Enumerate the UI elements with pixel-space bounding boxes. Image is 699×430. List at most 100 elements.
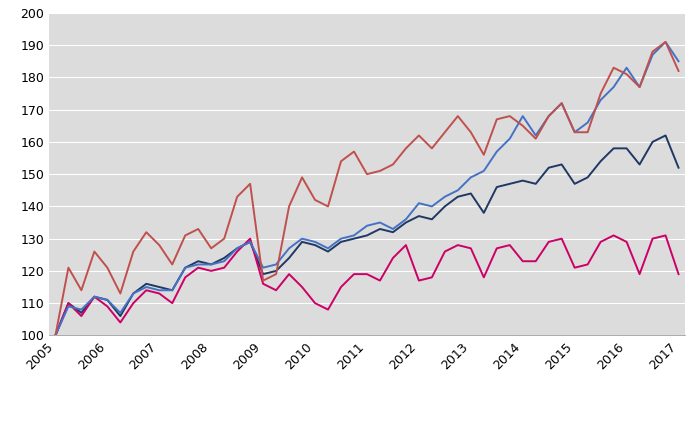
Övrigt [311,197,319,203]
Privat sektor, varav [428,217,436,222]
Tjänster [298,236,306,241]
Tjänster [584,120,592,125]
Privat sektor, varav [129,291,138,296]
Tjänster [272,262,280,267]
Övrigt [324,204,332,209]
Privat sektor, varav [233,246,241,251]
Privat sektor, varav [142,281,150,286]
Tjänster [428,204,436,209]
Privat sektor, varav [596,159,605,164]
Övrigt [298,175,306,180]
Övrigt [259,278,267,283]
Tjänster [363,223,371,228]
Tjänster [649,52,657,57]
Övrigt [77,288,85,293]
Övrigt [570,129,579,135]
Övrigt [454,114,462,119]
Industri [64,301,73,306]
Övrigt [505,114,514,119]
Privat sektor, varav [531,181,540,187]
Tjänster [194,262,203,267]
Industri [622,239,630,244]
Tjänster [220,258,229,264]
Privat sektor, varav [246,239,254,244]
Övrigt [90,249,99,254]
Övrigt [661,39,670,44]
Privat sektor, varav [194,258,203,264]
Tjänster [635,84,644,89]
Övrigt [675,68,683,74]
Övrigt [376,168,384,173]
Övrigt [467,129,475,135]
Övrigt [584,129,592,135]
Tjänster [440,194,449,200]
Industri [298,285,306,290]
Privat sektor, varav [155,285,164,290]
Industri [220,265,229,270]
Tjänster [622,65,630,70]
Industri [389,255,397,261]
Industri [155,291,164,296]
Industri [428,275,436,280]
Privat sektor, varav [376,226,384,231]
Tjänster [337,236,345,241]
Industri [635,272,644,277]
Övrigt [142,230,150,235]
Privat sektor, varav [558,162,566,167]
Privat sektor, varav [350,236,358,241]
Övrigt [129,249,138,254]
Industri [116,320,124,325]
Övrigt [622,71,630,77]
Övrigt [194,226,203,231]
Industri [103,304,112,309]
Line: Industri: Industri [55,236,679,335]
Privat sektor, varav [77,310,85,316]
Tjänster [64,304,73,309]
Privat sektor, varav [402,220,410,225]
Tjänster [415,200,423,206]
Tjänster [505,136,514,141]
Tjänster [493,149,501,154]
Privat sektor, varav [622,146,630,151]
Övrigt [531,136,540,141]
Industri [505,243,514,248]
Tjänster [661,39,670,44]
Tjänster [545,114,553,119]
Tjänster [259,265,267,270]
Privat sektor, varav [207,262,215,267]
Industri [77,313,85,319]
Övrigt [103,265,112,270]
Industri [610,233,618,238]
Tjänster [233,246,241,251]
Industri [246,236,254,241]
Tjänster [142,285,150,290]
Line: Övrigt: Övrigt [55,42,679,335]
Tjänster [246,239,254,244]
Industri [363,272,371,277]
Industri [181,275,189,280]
Industri [493,246,501,251]
Industri [558,236,566,241]
Privat sektor, varav [454,194,462,200]
Privat sektor, varav [415,214,423,219]
Privat sektor, varav [635,162,644,167]
Industri [584,262,592,267]
Industri [480,275,488,280]
Industri [454,243,462,248]
Tjänster [77,307,85,312]
Övrigt [337,159,345,164]
Tjänster [155,288,164,293]
Tjänster [596,97,605,102]
Tjänster [467,175,475,180]
Tjänster [454,187,462,193]
Privat sektor, varav [389,230,397,235]
Tjänster [558,101,566,106]
Övrigt [168,262,176,267]
Privat sektor, varav [480,210,488,215]
Privat sektor, varav [337,239,345,244]
Tjänster [311,239,319,244]
Övrigt [389,162,397,167]
Övrigt [51,333,59,338]
Privat sektor, varav [493,184,501,190]
Industri [311,301,319,306]
